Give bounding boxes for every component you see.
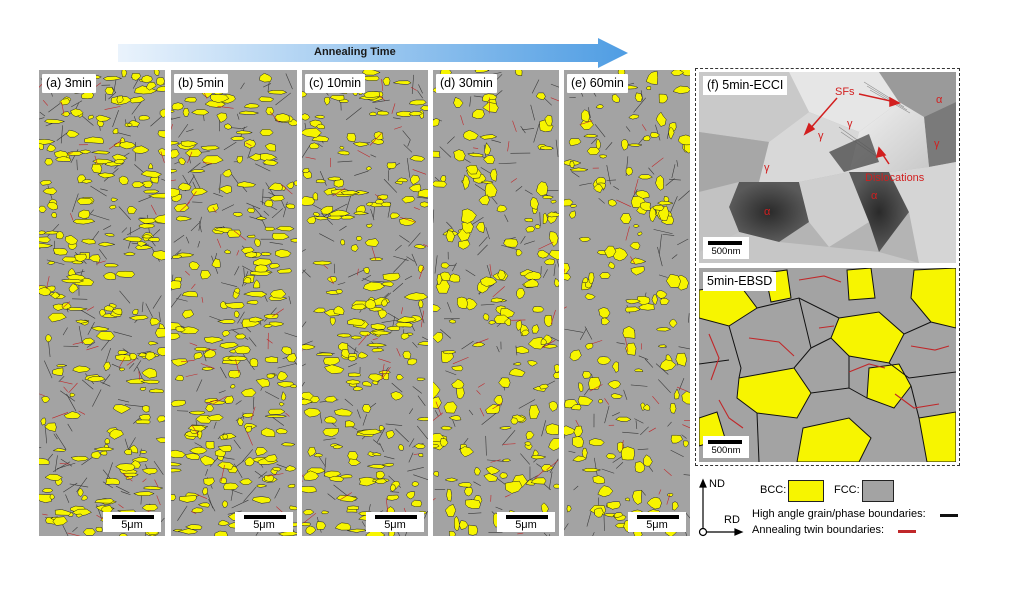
bcc-legend-label: BCC: — [760, 484, 787, 496]
arrow-shape — [118, 38, 628, 68]
legend: BCC: FCC: High angle grain/phase boundar… — [750, 478, 965, 540]
scale-label: 5μm — [253, 519, 275, 531]
detail-frame: (f) 5min-ECCI SFs γ γ γ γ α α α Dislocat… — [695, 68, 960, 466]
phase-map-3min — [39, 70, 165, 536]
scale-label: 5μm — [515, 519, 537, 531]
ebsd-scale-label: 500nm — [711, 445, 741, 456]
gamma-label-2: γ — [818, 130, 824, 142]
ecci-micrograph — [699, 72, 956, 263]
panel-30min: (d) 30min 5μm — [433, 70, 559, 536]
panel-3min: (a) 3min 5μm — [39, 70, 165, 536]
gamma-label-3: γ — [934, 138, 940, 150]
fcc-swatch — [862, 480, 894, 502]
alpha-label-3: α — [764, 206, 771, 218]
scale-bar: 5μm — [235, 512, 293, 532]
rd-label: RD — [724, 514, 740, 526]
panel-label: (b) 5min — [174, 74, 228, 93]
scale-bar: 5μm — [628, 512, 686, 532]
axes-arrows — [698, 478, 744, 537]
panel-label: (e) 60min — [567, 74, 628, 93]
scale-label: 5μm — [646, 519, 668, 531]
panel-10min: (c) 10min 5μm — [302, 70, 428, 536]
alpha-label-2: α — [871, 190, 878, 202]
dislocations-annotation: Dislocations — [865, 172, 925, 184]
scale-bar: 5μm — [366, 512, 424, 532]
phase-map-10min — [302, 70, 428, 536]
alpha-label-1: α — [936, 94, 943, 106]
annealing-time-label: Annealing Time — [314, 46, 396, 58]
phase-map-5min — [171, 70, 297, 536]
twin-swatch — [898, 530, 916, 533]
hagb-swatch — [940, 514, 958, 517]
bcc-swatch — [788, 480, 824, 502]
panel-5min: (b) 5min 5μm — [171, 70, 297, 536]
nd-label: ND — [709, 478, 725, 490]
sfs-annotation: SFs — [835, 86, 855, 98]
ecci-arrows — [803, 93, 901, 165]
scale-label: 5μm — [384, 519, 406, 531]
sample-axes: ND RD — [696, 478, 744, 540]
panel-60min: (e) 60min 5μm — [564, 70, 690, 536]
scale-bar: 5μm — [103, 512, 161, 532]
scale-bar: 5μm — [497, 512, 555, 532]
hagb-legend-label: High angle grain/phase boundaries: — [752, 508, 926, 520]
ebsd-label: 5min-EBSD — [703, 272, 777, 291]
ecci-image: (f) 5min-ECCI SFs γ γ γ γ α α α Dislocat… — [699, 72, 956, 263]
gamma-label-4: γ — [764, 162, 770, 174]
phase-map-30min — [433, 70, 559, 536]
fcc-legend-label: FCC: — [834, 484, 860, 496]
panel-label: (d) 30min — [436, 74, 497, 93]
ecci-scale-label: 500nm — [711, 246, 741, 257]
ebsd-phase-map — [699, 268, 956, 462]
scale-label: 5μm — [121, 519, 143, 531]
panel-label: (a) 3min — [42, 74, 96, 93]
twin-legend-label: Annealing twin boundaries: — [752, 524, 885, 536]
ebsd-scale-bar: 500nm — [703, 436, 749, 458]
ecci-label: (f) 5min-ECCI — [703, 76, 788, 95]
phase-map-60min — [564, 70, 690, 536]
ebsd-image: 5min-EBSD 500nm — [699, 268, 956, 462]
gamma-label-1: γ — [847, 118, 853, 130]
annealing-time-arrow: Annealing Time — [118, 38, 630, 68]
panel-label: (c) 10min — [305, 74, 366, 93]
ecci-scale-bar: 500nm — [703, 237, 749, 259]
